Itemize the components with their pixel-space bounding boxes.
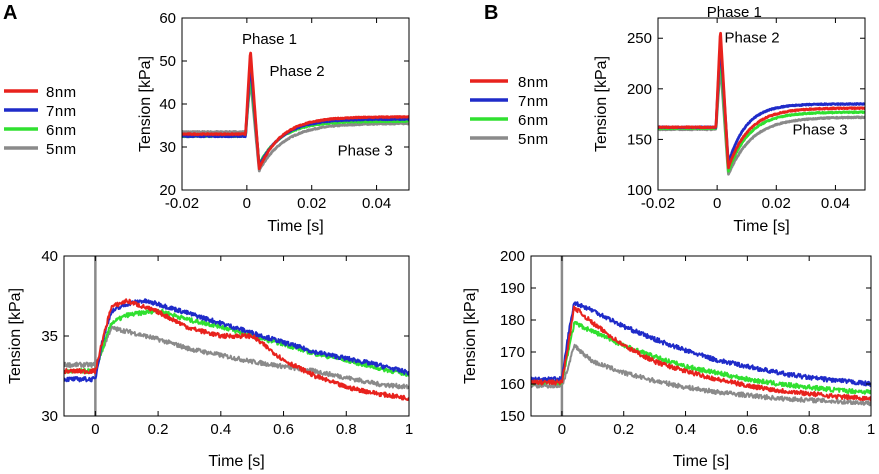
- a-top-x-tick-label: -0.02: [165, 195, 199, 212]
- a-bottom-x-axis-title: Time [s]: [208, 453, 264, 470]
- b-top-annotation-phase-2: Phase 2: [725, 29, 780, 46]
- legend-a: 8nm 7nm 6nm 5nm: [4, 84, 77, 158]
- legend-a-item-5nm: 5nm: [4, 141, 77, 158]
- a-bottom-y-tick-label: 40: [41, 248, 58, 265]
- a-top-series-8nm: [182, 51, 409, 171]
- legend-b-label-6nm: 6nm: [518, 112, 549, 129]
- a-bottom-series-8nm: [64, 298, 409, 402]
- b-bottom-series-group: [531, 256, 871, 416]
- b-bottom-y-tick-label: 170: [500, 344, 525, 361]
- a-bottom-x-tick-label: 0.4: [210, 421, 231, 438]
- b-bottom-x-tick-label: 0.8: [799, 421, 820, 438]
- legend-b-label-8nm: 8nm: [518, 74, 549, 91]
- legend-b-item-8nm: 8nm: [470, 74, 549, 91]
- b-bottom-x-tick-label: 0.2: [613, 421, 634, 438]
- a-top-y-axis-title: Tension [kPa]: [137, 56, 154, 152]
- a-top-x-tick-label: 0: [243, 195, 251, 212]
- a-top-y-tick-label: 60: [159, 10, 176, 27]
- b-top-y-tick-label: 200: [627, 81, 652, 98]
- legend-a-label-7nm: 7nm: [46, 103, 77, 120]
- a-bottom-x-tick-label: 0: [91, 421, 99, 438]
- b-bottom-x-tick-label: 1: [867, 421, 875, 438]
- a-top-x-axis-title: Time [s]: [267, 218, 323, 235]
- b-top-series-8nm: [658, 31, 865, 170]
- b-bottom-y-tick-label: 180: [500, 312, 525, 329]
- b-bottom-series-7nm: [531, 301, 871, 388]
- b-top-y-tick-label: 100: [627, 182, 652, 199]
- b-top-series-group: [658, 31, 865, 176]
- b-bottom-y-axis-title: Tension [kPa]: [462, 288, 479, 384]
- b-bottom-series-8nm: [531, 305, 871, 402]
- b-bottom-x-tick-label: 0.4: [675, 421, 696, 438]
- b-top-annotation-phase-1: Phase 1: [707, 4, 762, 21]
- a-bottom-x-tick-label: 1: [405, 421, 413, 438]
- legend-b-item-6nm: 6nm: [470, 112, 549, 129]
- panel-label-a: A: [3, 2, 17, 24]
- a-bottom-y-tick-label: 30: [41, 408, 58, 425]
- a-bottom-x-tick-label: 0.2: [148, 421, 169, 438]
- panel-label-b: B: [484, 2, 498, 24]
- a-bottom-series-5nm: [64, 325, 409, 390]
- legend-b-item-5nm: 5nm: [470, 131, 549, 148]
- b-top-series-7nm: [658, 42, 865, 165]
- chart-a-bottom: 0 0.2 0.4 0.6 0.8 1 30 35 40 Time [s] Tension [kPa…: [7, 248, 413, 470]
- b-bottom-x-tick-label: 0.6: [737, 421, 758, 438]
- legend-b-label-7nm: 7nm: [518, 93, 549, 110]
- b-bottom-x-axis-title: Time [s]: [673, 453, 729, 470]
- b-top-x-tick-label: 0: [713, 195, 721, 212]
- a-top-series-5nm: [182, 78, 409, 173]
- b-top-x-tick-label: 0.04: [821, 195, 850, 212]
- b-top-plot-frame: [657, 17, 866, 191]
- a-top-y-tick-label: 20: [159, 182, 176, 199]
- a-top-annotation-phase-1: Phase 1: [242, 31, 297, 48]
- b-top-y-tick-label: 250: [627, 30, 652, 47]
- a-bottom-y-axis-title: Tension [kPa]: [7, 288, 24, 384]
- b-bottom-y-tick-label: 200: [500, 248, 525, 265]
- b-top-x-tick-label: -0.02: [641, 195, 675, 212]
- b-bottom-y-tick-label: 150: [500, 408, 525, 425]
- chart-a-top: -0.02 0 0.02 0.04 20 30 40 50 60 Time [s] Tension …: [137, 10, 410, 235]
- a-bottom-x-tick-label: 0.8: [336, 421, 357, 438]
- a-bottom-series-6nm: [64, 308, 409, 377]
- a-top-y-tick-label: 30: [159, 139, 176, 156]
- chart-b-bottom: 0 0.2 0.4 0.6 0.8 1 150 160 170 180 190 200 Time [s]…: [462, 248, 875, 470]
- b-top-x-tick-label: 0.02: [762, 195, 791, 212]
- legend-a-label-6nm: 6nm: [46, 122, 77, 139]
- legend-b-label-5nm: 5nm: [518, 131, 549, 148]
- b-top-y-axis-title: Tension [kPa]: [593, 56, 610, 152]
- legend-b-item-7nm: 7nm: [470, 93, 549, 110]
- b-bottom-x-tick-label: 0: [558, 421, 566, 438]
- b-bottom-series-5nm: [531, 343, 871, 407]
- legend-a-label-5nm: 5nm: [46, 141, 77, 158]
- b-bottom-y-tick-label: 160: [500, 376, 525, 393]
- a-top-annotation-phase-2: Phase 2: [270, 63, 325, 80]
- b-top-x-axis-title: Time [s]: [733, 218, 789, 235]
- b-bottom-plot-frame: [530, 255, 872, 417]
- a-top-series-group: [182, 51, 409, 173]
- legend-b: 8nm 7nm 6nm 5nm: [470, 74, 549, 148]
- b-top-y-tick-label: 150: [627, 131, 652, 148]
- a-top-x-tick-label: 0.02: [297, 195, 326, 212]
- legend-a-label-8nm: 8nm: [46, 84, 77, 101]
- a-top-y-tick-label: 40: [159, 96, 176, 113]
- a-top-x-tick-label: 0.04: [362, 195, 391, 212]
- a-bottom-x-tick-label: 0.6: [273, 421, 294, 438]
- b-bottom-y-tick-label: 190: [500, 280, 525, 297]
- a-top-annotation-phase-3: Phase 3: [338, 143, 393, 160]
- a-top-y-tick-label: 50: [159, 53, 176, 70]
- chart-b-top: -0.02 0 0.02 0.04 100 150 200 250 Time [s] Tensio…: [593, 4, 866, 235]
- b-bottom-series-6nm: [531, 321, 871, 395]
- a-bottom-series-group: [64, 256, 409, 416]
- a-bottom-series-7nm: [64, 298, 409, 383]
- legend-a-item-6nm: 6nm: [4, 122, 77, 139]
- a-bottom-y-tick-label: 35: [41, 328, 58, 345]
- legend-a-item-7nm: 7nm: [4, 103, 77, 120]
- b-top-annotation-phase-3: Phase 3: [793, 121, 848, 138]
- legend-a-item-8nm: 8nm: [4, 84, 77, 101]
